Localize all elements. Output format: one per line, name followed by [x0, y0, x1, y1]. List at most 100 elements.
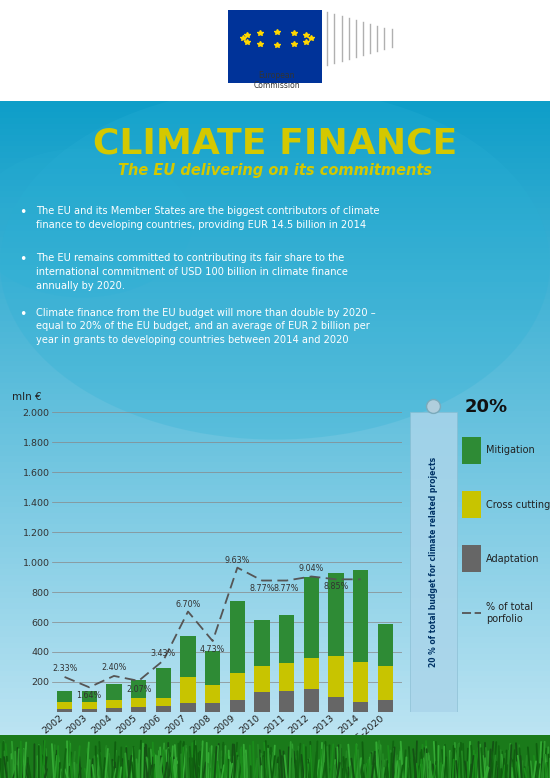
Bar [0, 660, 550, 665]
Bar [0, 226, 550, 231]
Bar [378, 623, 393, 666]
Bar [279, 615, 294, 663]
Bar [230, 700, 245, 712]
Bar [0, 113, 550, 118]
Bar [0, 767, 550, 773]
Bar [0, 101, 550, 107]
Bar [131, 698, 146, 707]
Bar [0, 620, 550, 626]
Text: Climate finance from the EU budget will more than double by 2020 –
equal to 20% : Climate finance from the EU budget will … [36, 307, 376, 345]
Bar [0, 637, 550, 643]
Bar [0, 310, 550, 316]
Bar [0, 191, 550, 197]
Bar [0, 457, 550, 462]
Bar [279, 691, 294, 712]
Bar [0, 276, 550, 282]
Bar [180, 636, 196, 678]
Text: 2.33%: 2.33% [52, 664, 78, 673]
Bar [0, 231, 550, 237]
Text: 9.04%: 9.04% [299, 565, 324, 573]
Bar [0, 615, 550, 620]
Bar [106, 684, 122, 700]
Bar [0, 575, 550, 580]
Bar [0, 479, 550, 485]
FancyBboxPatch shape [462, 437, 481, 464]
Text: 8.85%: 8.85% [323, 582, 349, 591]
Bar [0, 349, 550, 355]
Bar [0, 214, 550, 219]
Text: 9.63%: 9.63% [225, 555, 250, 565]
Bar [0, 502, 550, 507]
Bar [0, 247, 550, 254]
Bar [0, 648, 550, 654]
Text: 6.70%: 6.70% [175, 600, 201, 608]
Bar [106, 700, 122, 708]
Bar [0, 355, 550, 361]
Bar [0, 716, 550, 722]
Bar [0, 643, 550, 648]
Bar [0, 541, 550, 547]
Text: 2.07%: 2.07% [126, 685, 151, 694]
Bar [255, 666, 270, 692]
Bar [0, 265, 550, 271]
Bar [0, 299, 550, 304]
Bar [106, 708, 122, 712]
Bar [0, 587, 550, 592]
Text: CLIMATE FINANCE: CLIMATE FINANCE [93, 126, 457, 160]
Bar [0, 744, 550, 750]
Bar [230, 673, 245, 700]
Text: % of total
porfolio: % of total porfolio [486, 602, 533, 624]
Bar [0, 412, 550, 417]
Bar [0, 699, 550, 705]
Bar [57, 702, 72, 709]
Bar [0, 485, 550, 490]
Bar [0, 552, 550, 558]
Bar [0, 677, 550, 682]
FancyBboxPatch shape [410, 412, 456, 712]
Bar [0, 761, 550, 767]
Bar [304, 689, 319, 712]
Bar [0, 688, 550, 693]
Bar [0, 417, 550, 422]
Bar [304, 577, 319, 658]
Bar [0, 445, 550, 451]
Bar [0, 135, 550, 141]
Bar [0, 524, 550, 530]
Bar [0, 203, 550, 209]
Bar [230, 601, 245, 673]
Bar [180, 703, 196, 712]
Bar [0, 580, 550, 587]
Bar [304, 658, 319, 689]
Text: The EU and its Member States are the biggest contributors of climate
finance to : The EU and its Member States are the big… [36, 206, 380, 230]
Bar [0, 710, 550, 716]
Bar [0, 671, 550, 677]
Bar [0, 462, 550, 468]
Bar [0, 287, 550, 293]
Bar [0, 332, 550, 338]
Bar [0, 598, 550, 603]
Bar [0, 513, 550, 518]
Bar [0, 372, 550, 377]
Text: Cross cutting: Cross cutting [486, 499, 550, 510]
Bar [0, 344, 550, 349]
Text: 8.77%: 8.77% [274, 584, 300, 593]
Bar [328, 697, 344, 712]
Bar [0, 237, 550, 242]
Bar [0, 282, 550, 287]
Text: Mitigation: Mitigation [486, 446, 535, 455]
Bar [0, 219, 550, 226]
Bar [0, 242, 550, 247]
Bar [0, 400, 550, 406]
Bar [0, 558, 550, 563]
Bar [131, 680, 146, 698]
Bar [0, 389, 550, 394]
Bar [205, 651, 221, 685]
Bar [156, 668, 171, 699]
Bar [0, 569, 550, 575]
Text: The EU delivering on its commitments: The EU delivering on its commitments [118, 163, 432, 177]
Bar [228, 10, 322, 83]
Bar [0, 507, 550, 513]
Bar [0, 129, 550, 135]
Bar [0, 440, 550, 445]
Text: mln €: mln € [12, 392, 42, 402]
